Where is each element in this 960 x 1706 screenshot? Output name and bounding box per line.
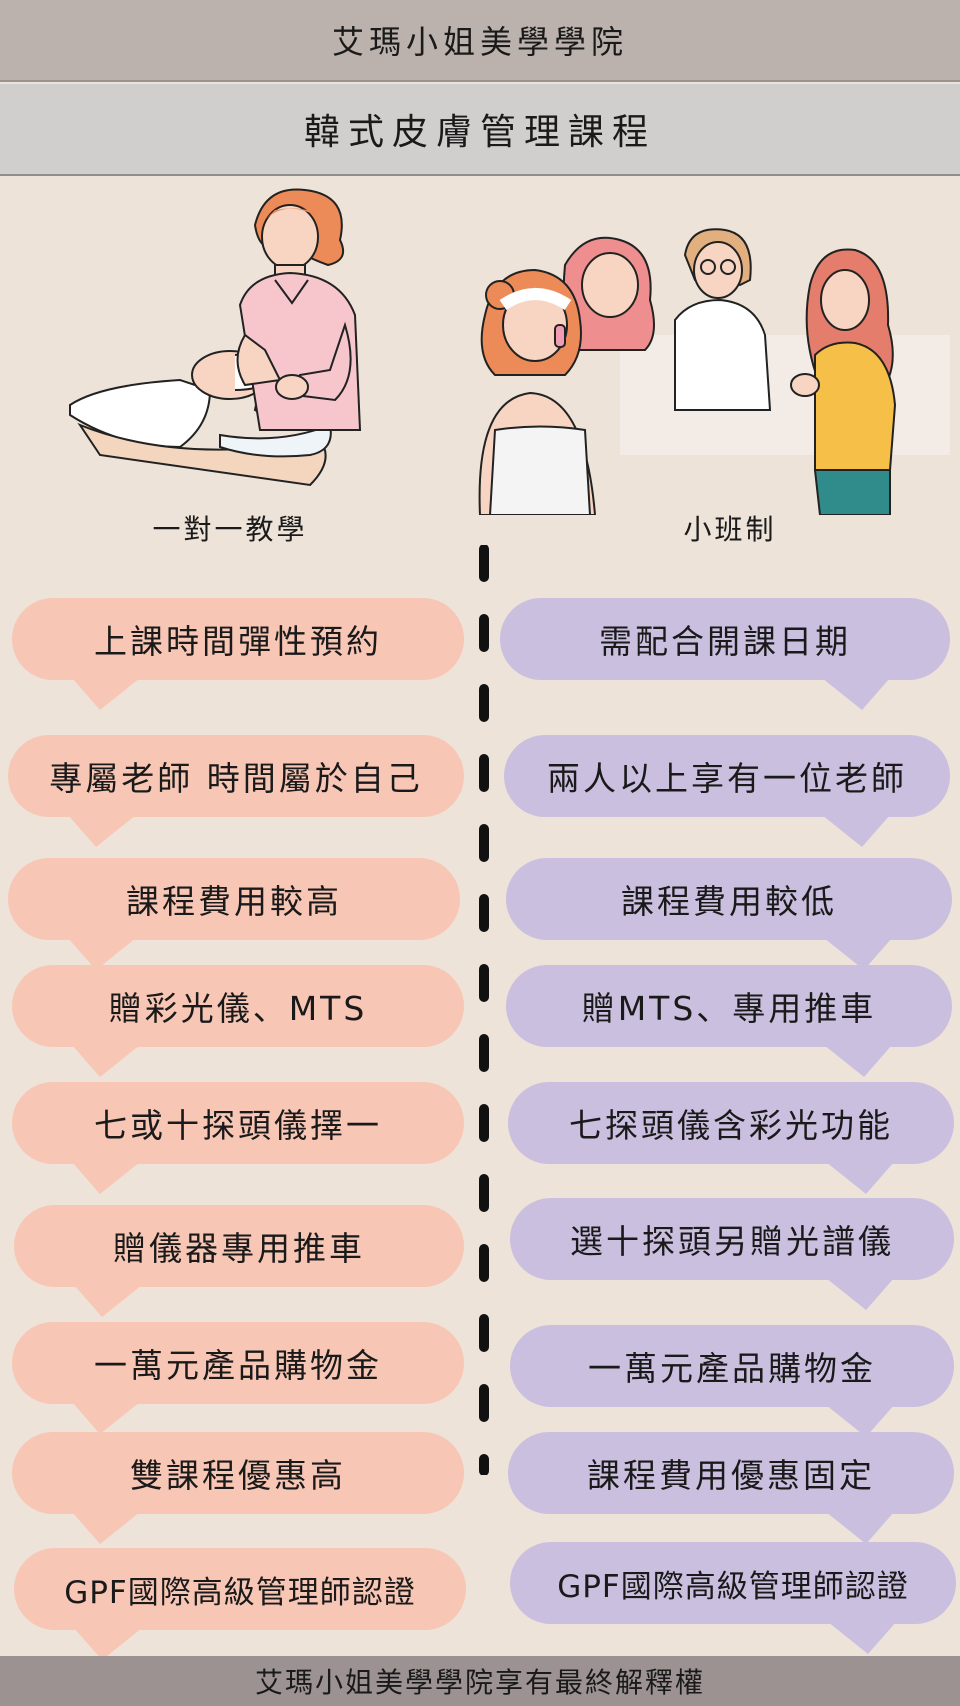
right-item-5: 七探頭儀含彩光功能 bbox=[508, 1082, 954, 1194]
right-item-7: 一萬元產品購物金 bbox=[510, 1325, 954, 1437]
right-item-6: 選十探頭另贈光譜儀 bbox=[510, 1198, 954, 1310]
school-name: 艾瑪小姐美學學院 bbox=[331, 23, 628, 61]
right-item-2: 兩人以上享有一位老師 bbox=[504, 735, 950, 847]
small-class-title: 小班制 bbox=[683, 513, 777, 546]
left-item-1: 上課時間彈性預約 bbox=[12, 598, 464, 710]
right-item-3: 課程費用較低 bbox=[506, 858, 952, 970]
left-item-7: 一萬元產品購物金 bbox=[12, 1322, 464, 1434]
left-item-3: 課程費用較高 bbox=[8, 858, 460, 970]
footer-notice: 艾瑪小姐美學學院享有最終解釋權 bbox=[254, 1666, 705, 1699]
footer-banner: 艾瑪小姐美學學院享有最終解釋權 bbox=[0, 1656, 960, 1706]
left-item-6: 贈儀器專用推車 bbox=[14, 1205, 464, 1317]
left-item-9: GPF國際高級管理師認證 bbox=[14, 1548, 466, 1660]
right-item-4: 贈MTS、專用推車 bbox=[506, 965, 952, 1077]
left-item-8: 雙課程優惠高 bbox=[12, 1432, 464, 1544]
one-on-one-title: 一對一教學 bbox=[152, 513, 308, 546]
course-title-banner: 韓式皮膚管理課程 bbox=[0, 84, 960, 176]
school-name-banner: 艾瑪小姐美學學院 bbox=[0, 0, 960, 82]
one-on-one-illustration bbox=[69, 188, 362, 487]
right-item-1: 需配合開課日期 bbox=[500, 598, 950, 710]
center-divider bbox=[479, 545, 489, 1475]
right-item-9: GPF國際高級管理師認證 bbox=[510, 1542, 956, 1654]
right-item-8: 課程費用優惠固定 bbox=[508, 1432, 954, 1544]
left-item-5: 七或十探頭儀擇一 bbox=[12, 1082, 464, 1194]
left-item-4: 贈彩光儀、MTS bbox=[12, 965, 464, 1077]
small-class-illustration bbox=[478, 228, 950, 515]
left-item-2: 專屬老師 時間屬於自己 bbox=[8, 735, 464, 847]
course-title: 韓式皮膚管理課程 bbox=[303, 112, 656, 153]
